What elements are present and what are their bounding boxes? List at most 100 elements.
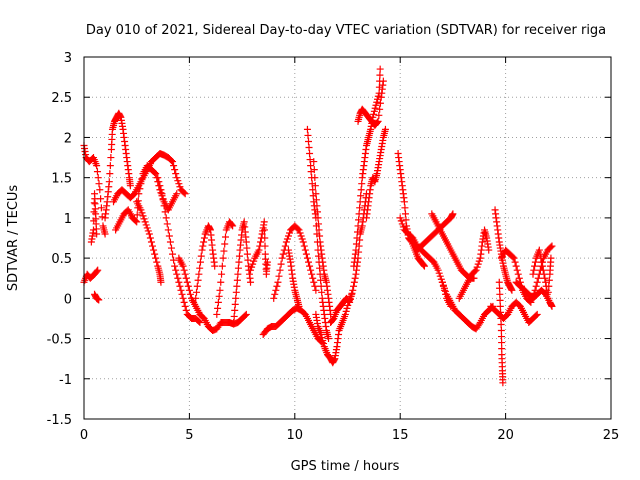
- data-point-sat-af: [497, 327, 505, 335]
- data-point-sat-ad: [472, 266, 480, 274]
- data-point-sat-aj: [536, 250, 544, 258]
- data-point-sat-ah: [510, 254, 518, 262]
- data-point-sat-g: [151, 169, 159, 177]
- x-tick-label: 20: [497, 428, 514, 443]
- data-point-sat-s: [310, 158, 318, 166]
- y-tick-label: 2: [64, 131, 72, 146]
- data-point-sat-m: [233, 282, 241, 290]
- data-point-sat-h: [145, 230, 153, 238]
- x-axis-title: GPS time / hours: [291, 459, 400, 474]
- x-tick-label: 25: [603, 428, 620, 443]
- data-point-sat-ac: [442, 287, 450, 295]
- data-point-sat-v: [353, 234, 361, 242]
- data-point-sat-j: [185, 286, 193, 294]
- data-point-sat-p: [308, 270, 316, 278]
- data-point-sat-u: [348, 289, 356, 297]
- data-point-sat-g: [152, 170, 160, 178]
- data-point-sat-i: [154, 174, 162, 182]
- data-point-sat-v: [357, 186, 365, 194]
- data-point-sat-v: [355, 216, 363, 224]
- data-point-sat-b: [95, 180, 103, 188]
- data-point-sat-f: [176, 183, 184, 191]
- data-point-sat-l: [221, 240, 229, 248]
- data-point-sat-l: [218, 262, 226, 270]
- data-point-sat-v: [354, 222, 362, 230]
- data-point-sat-m: [231, 306, 239, 314]
- data-point-sat-w: [373, 118, 381, 126]
- data-point-sat-w: [376, 99, 384, 107]
- data-point-sat-k: [194, 276, 202, 284]
- data-point-sat-ah: [531, 286, 539, 294]
- data-point-sat-t: [317, 331, 325, 339]
- data-point-sat-p: [303, 254, 311, 262]
- data-point-sat-n: [260, 218, 268, 226]
- data-point-sat-k: [197, 252, 205, 260]
- data-point-sat-af: [495, 278, 503, 286]
- data-point-sat-m: [247, 278, 255, 286]
- data-point-sat-g: [133, 211, 141, 219]
- data-point-sat-ag: [533, 310, 541, 318]
- data-point-sat-p: [286, 229, 294, 237]
- data-point-sat-e: [126, 182, 134, 190]
- data-point-sat-ac: [440, 284, 448, 292]
- data-point-sat-v: [373, 98, 381, 106]
- data-point-sat-r: [304, 131, 312, 139]
- x-tick-label: 5: [185, 428, 193, 443]
- data-point-sat-h: [151, 250, 159, 258]
- data-point-sat-p: [273, 282, 281, 290]
- data-point-sat-i: [160, 202, 168, 210]
- data-point-sat-aj: [547, 254, 555, 262]
- data-point-sat-i: [157, 186, 165, 194]
- data-point-sat-p: [284, 232, 292, 240]
- data-point-sat-r: [307, 162, 315, 170]
- data-point-sat-b: [97, 204, 105, 212]
- data-point-sat-v: [374, 95, 382, 103]
- data-point-sat-z: [396, 214, 404, 222]
- data-point-sat-t: [318, 334, 326, 342]
- data-point-sat-ah: [511, 258, 519, 266]
- data-point-sat-p: [305, 258, 313, 266]
- y-tick-label: -1.5: [47, 413, 72, 428]
- data-point-sat-h: [144, 227, 152, 235]
- data-point-sat-p: [281, 242, 289, 250]
- data-point-sat-n: [257, 238, 265, 246]
- data-point-sat-k: [199, 242, 207, 250]
- data-point-sat-n: [250, 257, 258, 265]
- data-point-sat-g: [173, 190, 181, 198]
- data-point-sat-k: [196, 264, 204, 272]
- data-point-sat-k: [196, 258, 204, 266]
- data-point-sat-h: [142, 221, 150, 229]
- data-point-sat-aj: [538, 262, 546, 270]
- data-point-sat-i: [177, 286, 185, 294]
- data-point-sat-u: [346, 298, 354, 306]
- data-point-sat-v: [356, 204, 364, 212]
- data-point-sat-h: [146, 234, 154, 242]
- data-point-sat-c: [93, 230, 101, 238]
- data-point-sat-n: [249, 260, 257, 268]
- data-point-sat-n: [260, 226, 268, 234]
- data-point-sat-l: [219, 254, 227, 262]
- data-point-sat-p: [310, 278, 318, 286]
- data-point-sat-y: [420, 262, 428, 270]
- data-point-sat-z: [398, 220, 406, 228]
- data-point-sat-u: [347, 292, 355, 300]
- data-point-sat-j: [184, 282, 192, 290]
- data-point-sat-i: [173, 270, 181, 278]
- data-point-sat-v: [352, 240, 360, 248]
- data-point-sat-j: [182, 274, 190, 282]
- data-point-sat-w: [379, 77, 387, 85]
- data-point-sat-v: [357, 192, 365, 200]
- data-point-sat-f: [171, 166, 179, 174]
- data-point-sat-p: [312, 286, 320, 294]
- data-point-sat-k: [192, 294, 200, 302]
- data-point-sat-l: [216, 286, 224, 294]
- data-point-sat-v: [352, 246, 360, 254]
- data-point-sat-k: [211, 262, 219, 270]
- data-point-sat-k: [200, 238, 208, 246]
- data-point-sat-ah: [547, 243, 555, 251]
- data-point-sat-m: [233, 276, 241, 284]
- data-point-sat-i: [156, 182, 164, 190]
- data-point-sat-i: [163, 220, 171, 228]
- data-point-sat-aj: [545, 276, 553, 284]
- data-point-sat-i: [182, 306, 190, 314]
